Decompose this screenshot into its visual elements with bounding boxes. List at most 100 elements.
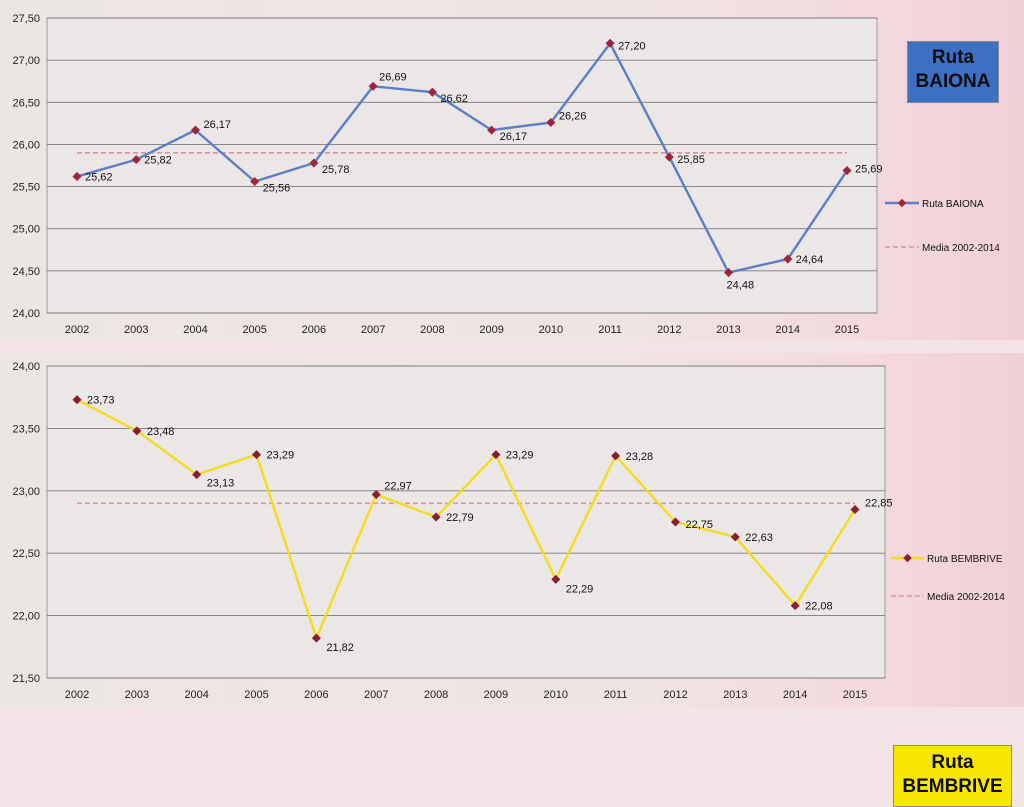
x-tick-label: 2015 [835, 324, 859, 336]
data-point-marker [790, 601, 800, 611]
data-label: 26,26 [559, 111, 587, 123]
data-point-marker [427, 87, 437, 97]
x-tick-label: 2008 [420, 324, 444, 336]
data-label: 24,64 [796, 254, 824, 266]
data-point-marker [309, 158, 319, 168]
baiona-chart: 24,00 24,50 25,00 25,50 26,00 26,50 27,00 27,50… [12, 13, 1000, 336]
data-point-marker [311, 633, 321, 643]
x-tick-label: 2012 [657, 324, 681, 336]
data-label: 23,13 [207, 478, 235, 490]
legend-marker [897, 198, 907, 208]
y-tick-label: 25,00 [12, 224, 40, 236]
legend-series-label: Ruta BAIONA [922, 199, 984, 210]
y-tick-label: 21,50 [12, 673, 40, 685]
y-tick-label: 26,00 [12, 139, 40, 151]
y-tick-label: 26,50 [12, 97, 40, 109]
data-point-marker [611, 451, 621, 461]
x-tick-label: 2004 [183, 324, 207, 336]
data-point-marker [131, 155, 141, 165]
data-label: 22,79 [446, 512, 474, 524]
x-tick-label: 2007 [364, 689, 388, 701]
data-point-marker [551, 574, 561, 584]
data-label: 23,29 [267, 450, 295, 462]
x-tick-label: 2003 [125, 689, 149, 701]
baiona-chart-panel: 24,00 24,50 25,00 25,50 26,00 26,50 27,00 27,50… [0, 0, 1024, 340]
y-tick-label: 27,50 [12, 13, 40, 25]
route-title-line-2: BEMBRIVE [902, 776, 1003, 797]
data-label: 23,28 [626, 451, 654, 463]
plot-area [46, 365, 886, 679]
data-point-marker [546, 117, 556, 128]
x-tick-label: 2004 [184, 689, 208, 701]
x-tick-label: 2010 [539, 324, 563, 336]
data-point-marker [724, 268, 734, 278]
legend-mean-label: Media 2002-2014 [927, 592, 1005, 603]
data-label: 25,62 [85, 171, 113, 183]
x-tick-label: 2010 [544, 689, 568, 701]
baiona-route-title: Ruta BAIONA [907, 41, 999, 103]
data-label: 25,78 [322, 164, 350, 176]
x-tick-label: 2011 [604, 689, 628, 701]
x-tick-label: 2002 [65, 324, 89, 336]
data-point-marker [72, 395, 82, 405]
data-point-marker [192, 470, 202, 480]
data-label: 22,75 [685, 519, 713, 531]
bembrive-chart: 21,50 22,00 22,50 23,00 23,50 24,00 2002 2003 20… [12, 361, 1005, 701]
y-tick-label: 23,50 [12, 423, 40, 435]
data-label: 25,56 [263, 183, 291, 195]
legend-marker [903, 553, 912, 563]
y-tick-label: 24,00 [12, 361, 40, 373]
data-label: 26,17 [500, 131, 528, 143]
data-point-marker [72, 171, 82, 181]
x-tick-label: 2013 [716, 324, 740, 336]
data-point-marker [190, 125, 200, 135]
data-label: 23,29 [506, 450, 534, 462]
data-point-marker [491, 450, 501, 460]
x-tick-label: 2003 [124, 324, 148, 336]
data-label: 23,48 [147, 426, 175, 438]
data-label: 21,82 [326, 642, 354, 654]
y-tick-label: 27,00 [12, 55, 40, 67]
data-label: 25,82 [144, 155, 172, 167]
x-tick-label: 2015 [843, 689, 867, 701]
data-label: 26,17 [203, 119, 231, 131]
plot-area [46, 17, 878, 314]
data-label: 22,63 [745, 532, 773, 544]
data-label: 22,29 [566, 583, 594, 595]
data-label: 27,20 [618, 40, 646, 52]
y-tick-label: 24,50 [12, 266, 40, 278]
data-point-marker [605, 38, 615, 48]
x-tick-label: 2013 [723, 689, 747, 701]
x-tick-label: 2002 [65, 689, 89, 701]
data-label: 25,69 [855, 164, 883, 176]
series-line [76, 42, 848, 274]
data-label: 22,85 [865, 498, 893, 510]
x-tick-label: 2014 [783, 689, 807, 701]
y-tick-label: 22,00 [12, 611, 40, 623]
data-point-marker [783, 254, 793, 264]
data-point-marker [368, 81, 378, 91]
x-tick-label: 2006 [304, 689, 328, 701]
y-tick-label: 25,50 [12, 182, 40, 194]
data-label: 25,85 [677, 154, 705, 166]
y-tick-label: 24,00 [12, 308, 40, 320]
route-title-line-1: Ruta [931, 752, 974, 773]
bembrive-chart-panel: 21,50 22,00 22,50 23,00 23,50 24,00 2002 2003 20… [0, 353, 1024, 807]
x-tick-label: 2005 [244, 689, 268, 701]
x-tick-label: 2009 [484, 689, 508, 701]
route-title-line-2: BAIONA [915, 71, 991, 92]
x-tick-label: 2007 [361, 324, 385, 336]
legend-mean-label: Media 2002-2014 [922, 243, 1000, 254]
data-label: 22,08 [805, 601, 833, 613]
data-label: 26,69 [379, 71, 407, 83]
legend-series-label: Ruta BEMBRIVE [927, 554, 1003, 565]
data-label: 26,62 [440, 93, 468, 105]
route-title-line-1: Ruta [931, 47, 975, 68]
x-tick-label: 2011 [598, 324, 622, 336]
x-tick-label: 2005 [242, 324, 266, 336]
data-point-marker [487, 125, 497, 135]
x-tick-label: 2006 [302, 324, 326, 336]
series-line [76, 398, 857, 640]
data-label: 24,48 [727, 280, 755, 292]
bembrive-route-title: Ruta BEMBRIVE [893, 745, 1012, 807]
